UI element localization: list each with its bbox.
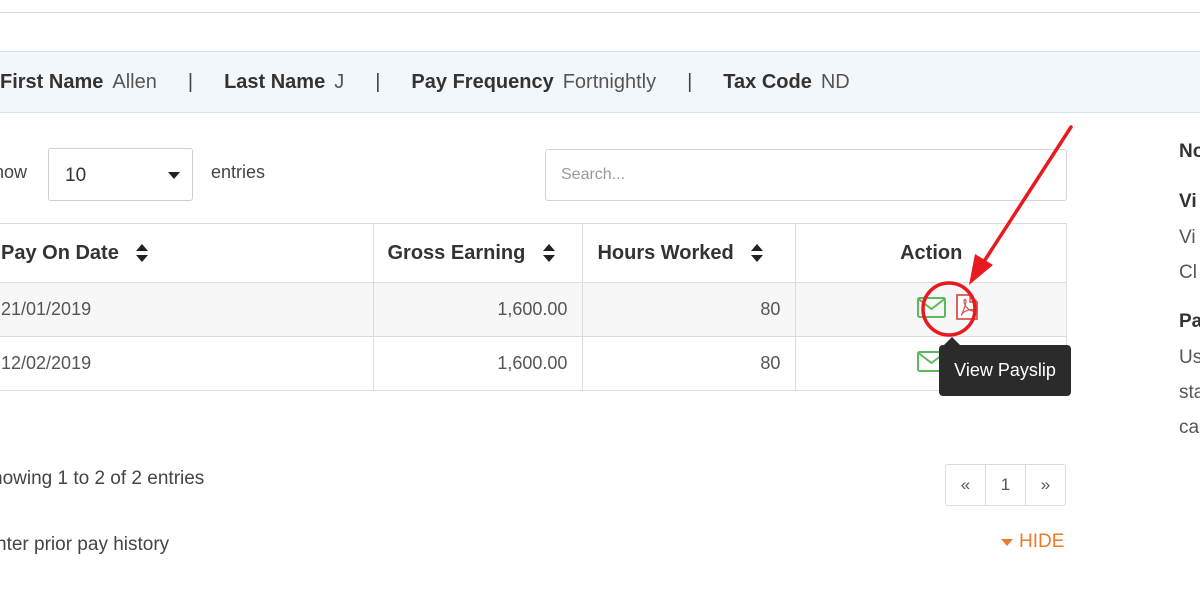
first-name-field: First Name Allen: [0, 71, 157, 94]
pay-frequency-field: Pay Frequency Fortnightly: [411, 71, 656, 94]
side-panel-text: sta: [1179, 382, 1200, 403]
sort-updown-icon: [751, 244, 764, 263]
side-panel-text: ca: [1179, 417, 1200, 438]
pdf-file-icon[interactable]: [956, 294, 979, 320]
caret-down-icon: [1001, 538, 1013, 546]
table-header-row: Pay On Date Gross Earning Hours Worked A…: [0, 223, 1067, 283]
caret-down-icon: [168, 172, 180, 179]
prior-pay-history-label: nter prior pay history: [0, 534, 170, 555]
pay-frequency-label: Pay Frequency: [411, 70, 554, 93]
separator: |: [187, 70, 194, 93]
pay-frequency-value: Fortnightly: [562, 70, 657, 93]
side-panel-text: Cl: [1179, 262, 1197, 283]
tax-code-field: Tax Code ND: [723, 71, 849, 94]
show-entries-label: how: [0, 162, 28, 182]
column-header-hours-worked[interactable]: Hours Worked: [582, 223, 797, 283]
column-header-label: Hours Worked: [597, 241, 734, 264]
table-row: 21/01/2019 1,600.00 80: [0, 282, 1067, 337]
last-name-field: Last Name J: [224, 71, 344, 94]
envelope-icon[interactable]: [917, 297, 947, 318]
side-panel-text: No: [1179, 141, 1200, 162]
column-header-pay-on-date[interactable]: Pay On Date: [0, 223, 374, 283]
gross-earning-cell: 1,600.00: [372, 282, 584, 337]
column-header-label: Gross Earning: [387, 241, 526, 264]
last-name-value: J: [334, 70, 345, 93]
gross-earning-cell: 1,600.00: [372, 336, 584, 391]
sort-updown-icon: [542, 244, 555, 263]
side-panel-text: Us: [1179, 347, 1200, 368]
action-cell: [795, 282, 1067, 337]
column-header-gross-earning[interactable]: Gross Earning: [372, 223, 584, 283]
employee-info-bar: First Name Allen | Last Name J | Pay Fre…: [0, 51, 1200, 113]
entries-per-page-select[interactable]: 10: [48, 148, 193, 201]
hide-label: HIDE: [1019, 531, 1065, 552]
first-name-value: Allen: [112, 70, 157, 93]
hours-worked-cell: 80: [582, 336, 797, 391]
search-input[interactable]: [545, 149, 1067, 201]
table-row: 12/02/2019 1,600.00 80: [0, 336, 1067, 391]
tooltip-arrow: [944, 337, 960, 345]
separator: |: [375, 70, 381, 93]
tax-code-value: ND: [820, 70, 850, 93]
side-panel-text: Vi: [1179, 227, 1196, 248]
separator: |: [687, 70, 693, 93]
column-header-label: Action: [900, 241, 963, 264]
tax-code-label: Tax Code: [723, 70, 812, 93]
pagination-next-button[interactable]: »: [1025, 464, 1066, 506]
hours-worked-cell: 80: [582, 282, 797, 337]
side-panel-text: Pa: [1179, 311, 1200, 332]
sort-updown-icon: [136, 244, 149, 263]
pay-on-date-cell: 12/02/2019: [0, 336, 374, 391]
pagination-page-button[interactable]: 1: [985, 464, 1026, 506]
side-help-panel: No Vi Vi Cl Pa Us sta ca: [1179, 0, 1200, 600]
view-payslip-tooltip: View Payslip: [939, 345, 1071, 396]
side-panel-text: Vi: [1179, 191, 1197, 212]
pagination: « 1 »: [945, 464, 1066, 506]
entries-label: entries: [211, 162, 266, 182]
hide-toggle-button[interactable]: HIDE: [1001, 531, 1064, 553]
column-header-action: Action: [795, 223, 1067, 283]
column-header-label: Pay On Date: [1, 241, 119, 264]
entries-per-page-value: 10: [65, 165, 87, 186]
last-name-label: Last Name: [224, 70, 326, 93]
top-divider: [0, 12, 1200, 13]
first-name-label: First Name: [0, 70, 104, 93]
pagination-previous-button[interactable]: «: [945, 464, 986, 506]
pay-on-date-cell: 21/01/2019: [0, 282, 374, 337]
table-info-text: howing 1 to 2 of 2 entries: [0, 468, 205, 489]
pay-history-table: Pay On Date Gross Earning Hours Worked A…: [0, 223, 1067, 391]
